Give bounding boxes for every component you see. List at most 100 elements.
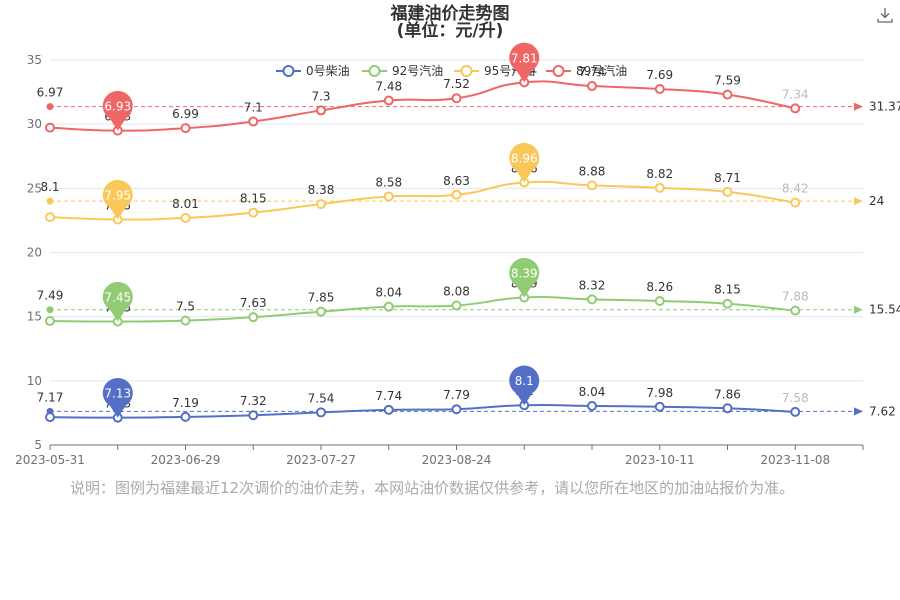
data-point bbox=[383, 301, 394, 312]
data-label: 8.26 bbox=[646, 280, 673, 294]
legend-marker bbox=[368, 65, 381, 77]
legend-label: 89号汽油 bbox=[576, 63, 627, 78]
max-pin bbox=[509, 257, 540, 298]
data-label: 8.63 bbox=[443, 174, 470, 188]
legend-label: 0号柴油 bbox=[306, 64, 350, 78]
x-tick-label: 2023-11-08 bbox=[760, 453, 830, 467]
data-point bbox=[316, 199, 326, 210]
max-pin-label: 8.96 bbox=[511, 152, 538, 166]
data-point bbox=[654, 401, 665, 412]
chart-note: 说明：图例为福建最近12次调价的油价走势，本网站油价数据仅供参考，请以您所在地区… bbox=[70, 479, 795, 497]
data-label: 7.58 bbox=[782, 391, 809, 405]
legend-label: 92号汽油 bbox=[392, 63, 443, 78]
data-label: 8.58 bbox=[375, 176, 402, 190]
average-line-arrow bbox=[854, 407, 863, 416]
data-point bbox=[383, 191, 394, 202]
data-point bbox=[248, 410, 259, 421]
data-label: 8.88 bbox=[579, 164, 606, 178]
x-tick-label: 2023-08-24 bbox=[422, 453, 492, 467]
x-tick-label: 2023-06-29 bbox=[151, 453, 221, 467]
data-label: 8.82 bbox=[646, 167, 673, 181]
legend-marker bbox=[460, 65, 473, 77]
average-line-label: 24 bbox=[869, 194, 884, 208]
max-pin-label: 8.1 bbox=[515, 374, 534, 388]
data-point bbox=[248, 207, 259, 218]
min-pin bbox=[102, 281, 133, 322]
data-label: 7.69 bbox=[646, 68, 673, 82]
series-line bbox=[49, 403, 796, 419]
data-point bbox=[722, 89, 733, 100]
min-pin-label: 7.95 bbox=[104, 189, 131, 203]
data-label: 7.86 bbox=[714, 387, 741, 401]
data-label: 7.74 bbox=[579, 65, 606, 79]
data-point bbox=[45, 412, 55, 423]
average-line-start bbox=[46, 103, 54, 111]
data-label: 8.04 bbox=[579, 385, 606, 399]
data-point bbox=[45, 316, 55, 327]
data-point bbox=[722, 403, 733, 414]
data-label: 6.99 bbox=[172, 107, 199, 121]
max-pin bbox=[509, 42, 540, 83]
data-point bbox=[790, 197, 801, 208]
data-point bbox=[248, 116, 259, 127]
data-point bbox=[383, 95, 394, 106]
y-tick-label: 35 bbox=[27, 53, 42, 67]
data-label: 8.1 bbox=[40, 180, 59, 194]
average-line-arrow bbox=[854, 305, 863, 314]
data-point bbox=[654, 296, 665, 307]
data-label: 7.79 bbox=[443, 388, 470, 402]
data-point bbox=[790, 305, 801, 316]
y-tick-label: 15 bbox=[27, 310, 42, 324]
data-label: 7.32 bbox=[240, 394, 267, 408]
data-point bbox=[383, 404, 394, 415]
data-point bbox=[587, 400, 597, 411]
data-point bbox=[180, 212, 191, 223]
download-icon[interactable] bbox=[876, 6, 894, 24]
average-line-arrow bbox=[854, 197, 863, 206]
data-label: 7.85 bbox=[308, 291, 335, 305]
data-point bbox=[180, 411, 191, 422]
x-tick-label: 2023-10-11 bbox=[625, 453, 695, 467]
series-line bbox=[49, 296, 796, 323]
data-label: 8.38 bbox=[308, 183, 335, 197]
data-label: 7.54 bbox=[308, 391, 335, 405]
min-pin bbox=[102, 377, 133, 418]
min-pin-label: 7.13 bbox=[104, 387, 131, 401]
data-point bbox=[316, 407, 326, 418]
data-label: 6.97 bbox=[37, 86, 64, 100]
x-tick-label: 2023-05-31 bbox=[15, 453, 85, 467]
series-line bbox=[49, 180, 796, 221]
data-point bbox=[654, 84, 665, 95]
data-point bbox=[180, 123, 191, 134]
data-label: 7.1 bbox=[244, 100, 263, 114]
data-label: 7.74 bbox=[375, 389, 402, 403]
data-label: 7.3 bbox=[311, 89, 330, 103]
average-line-arrow bbox=[854, 102, 863, 111]
legend-marker bbox=[282, 65, 295, 77]
data-point bbox=[722, 298, 733, 309]
data-point bbox=[587, 81, 597, 92]
y-tick-label: 5 bbox=[34, 438, 42, 452]
legend-marker bbox=[552, 65, 565, 77]
data-label: 7.63 bbox=[240, 296, 267, 310]
average-line-label: 15.54 bbox=[869, 303, 900, 317]
data-point bbox=[316, 105, 326, 116]
min-pin-label: 6.93 bbox=[104, 100, 131, 114]
average-line-label: 7.62 bbox=[869, 404, 896, 418]
data-point bbox=[587, 180, 597, 191]
data-label: 8.71 bbox=[714, 171, 741, 185]
data-point bbox=[316, 306, 326, 317]
data-point bbox=[45, 122, 55, 133]
max-pin bbox=[509, 142, 540, 183]
data-point bbox=[451, 300, 462, 311]
data-point bbox=[451, 189, 462, 200]
data-label: 8.01 bbox=[172, 197, 199, 211]
y-tick-label: 20 bbox=[27, 246, 42, 260]
average-line-label: 31.37 bbox=[869, 100, 900, 114]
data-point bbox=[451, 404, 462, 415]
data-label: 7.19 bbox=[172, 396, 199, 410]
data-label: 7.17 bbox=[37, 390, 64, 404]
data-point bbox=[180, 315, 191, 326]
data-label: 7.34 bbox=[782, 87, 809, 101]
